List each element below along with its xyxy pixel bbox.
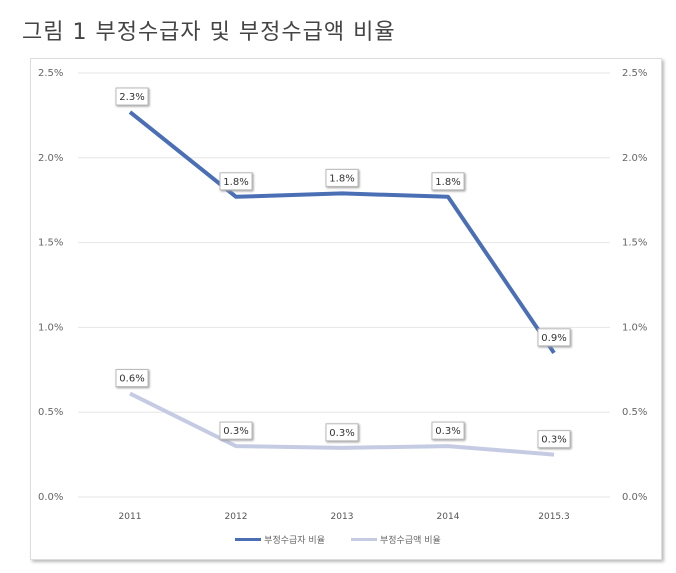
- data-label-box: [537, 430, 571, 449]
- legend-label: 부정수급액 비율: [380, 536, 441, 546]
- x-tick: 2011: [119, 512, 142, 522]
- y-tick-right: 2.5%: [622, 68, 647, 79]
- data-label-box: [325, 423, 359, 442]
- y-tick-right: 0.5%: [622, 407, 647, 418]
- y-tick-right: 0.0%: [622, 492, 647, 503]
- y-tick-left: 0.5%: [38, 407, 63, 418]
- y-tick-right: 2.0%: [622, 153, 647, 164]
- y-tick-left: 2.0%: [38, 153, 63, 164]
- data-label-box: [325, 168, 359, 187]
- chart-frame: [30, 58, 662, 560]
- y-tick-right: 1.5%: [622, 238, 647, 249]
- series-line-0: [128, 110, 556, 354]
- data-label: 0.3%: [223, 426, 248, 437]
- y-tick-left: 0.0%: [38, 492, 63, 503]
- y-tick-left: 1.5%: [38, 238, 63, 249]
- legend-item: 부정수급액 비율: [351, 533, 441, 546]
- y-tick-right: 1.0%: [622, 322, 647, 333]
- data-label-box: [219, 172, 253, 191]
- data-label-box: [115, 369, 149, 388]
- data-label: 1.8%: [223, 177, 248, 188]
- y-tick-left: 2.5%: [38, 68, 63, 79]
- legend-label: 부정수급자 비율: [264, 536, 325, 546]
- x-tick: 2013: [331, 512, 354, 522]
- legend-item: 부정수급자 비율: [235, 533, 325, 546]
- x-tick: 2014: [437, 512, 460, 522]
- x-tick: 2012: [225, 512, 248, 522]
- data-label-box: [431, 421, 465, 440]
- data-label-box: [431, 172, 465, 191]
- data-label: 0.3%: [329, 428, 354, 439]
- legend: 부정수급자 비율 부정수급액 비율: [0, 533, 676, 546]
- legend-swatch: [235, 538, 262, 541]
- data-label: 0.6%: [119, 374, 144, 385]
- data-label-box: [537, 328, 571, 347]
- data-label: 0.9%: [541, 333, 566, 344]
- y-tick-left: 1.0%: [38, 322, 63, 333]
- data-label: 1.8%: [329, 173, 354, 184]
- data-label: 0.3%: [435, 426, 460, 437]
- data-label-box: [219, 421, 253, 440]
- data-label: 0.3%: [541, 435, 566, 446]
- x-tick: 2015.3: [538, 512, 570, 522]
- data-label-box: [115, 87, 149, 106]
- data-label: 1.8%: [435, 177, 460, 188]
- figure-title: 그림 1 부정수급자 및 부정수급액 비율: [22, 20, 396, 45]
- legend-swatch: [351, 538, 377, 541]
- data-label: 2.3%: [119, 92, 144, 103]
